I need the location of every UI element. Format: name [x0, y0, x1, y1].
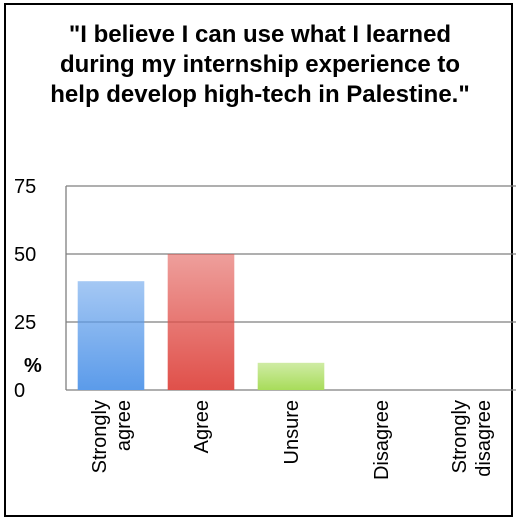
x-tick-label: Unsure — [281, 400, 303, 464]
y-tick-labels: 0 25 50 75 — [14, 176, 36, 402]
x-tick-label: Strongly agree — [89, 400, 135, 473]
bar — [77, 281, 145, 390]
bar — [257, 362, 325, 390]
bars — [77, 254, 325, 390]
x-tick-label: Agree — [191, 400, 213, 453]
x-tick-label: Disagree — [371, 400, 393, 480]
y-tick-label: 50 — [14, 244, 36, 266]
x-tick-labels: Strongly agree Agree Unsure Disagree Strongly… — [89, 400, 495, 480]
x-tick-label: Strongly disagree — [449, 400, 495, 477]
y-tick-label: 25 — [14, 312, 36, 334]
bar — [167, 254, 235, 390]
chart-title: "I believe I can use what I learned duri… — [50, 21, 470, 108]
y-axis-label: % — [24, 355, 42, 377]
y-tick-label: 75 — [14, 176, 36, 198]
y-tick-label: 0 — [14, 380, 25, 402]
chart-frame — [4, 3, 513, 517]
